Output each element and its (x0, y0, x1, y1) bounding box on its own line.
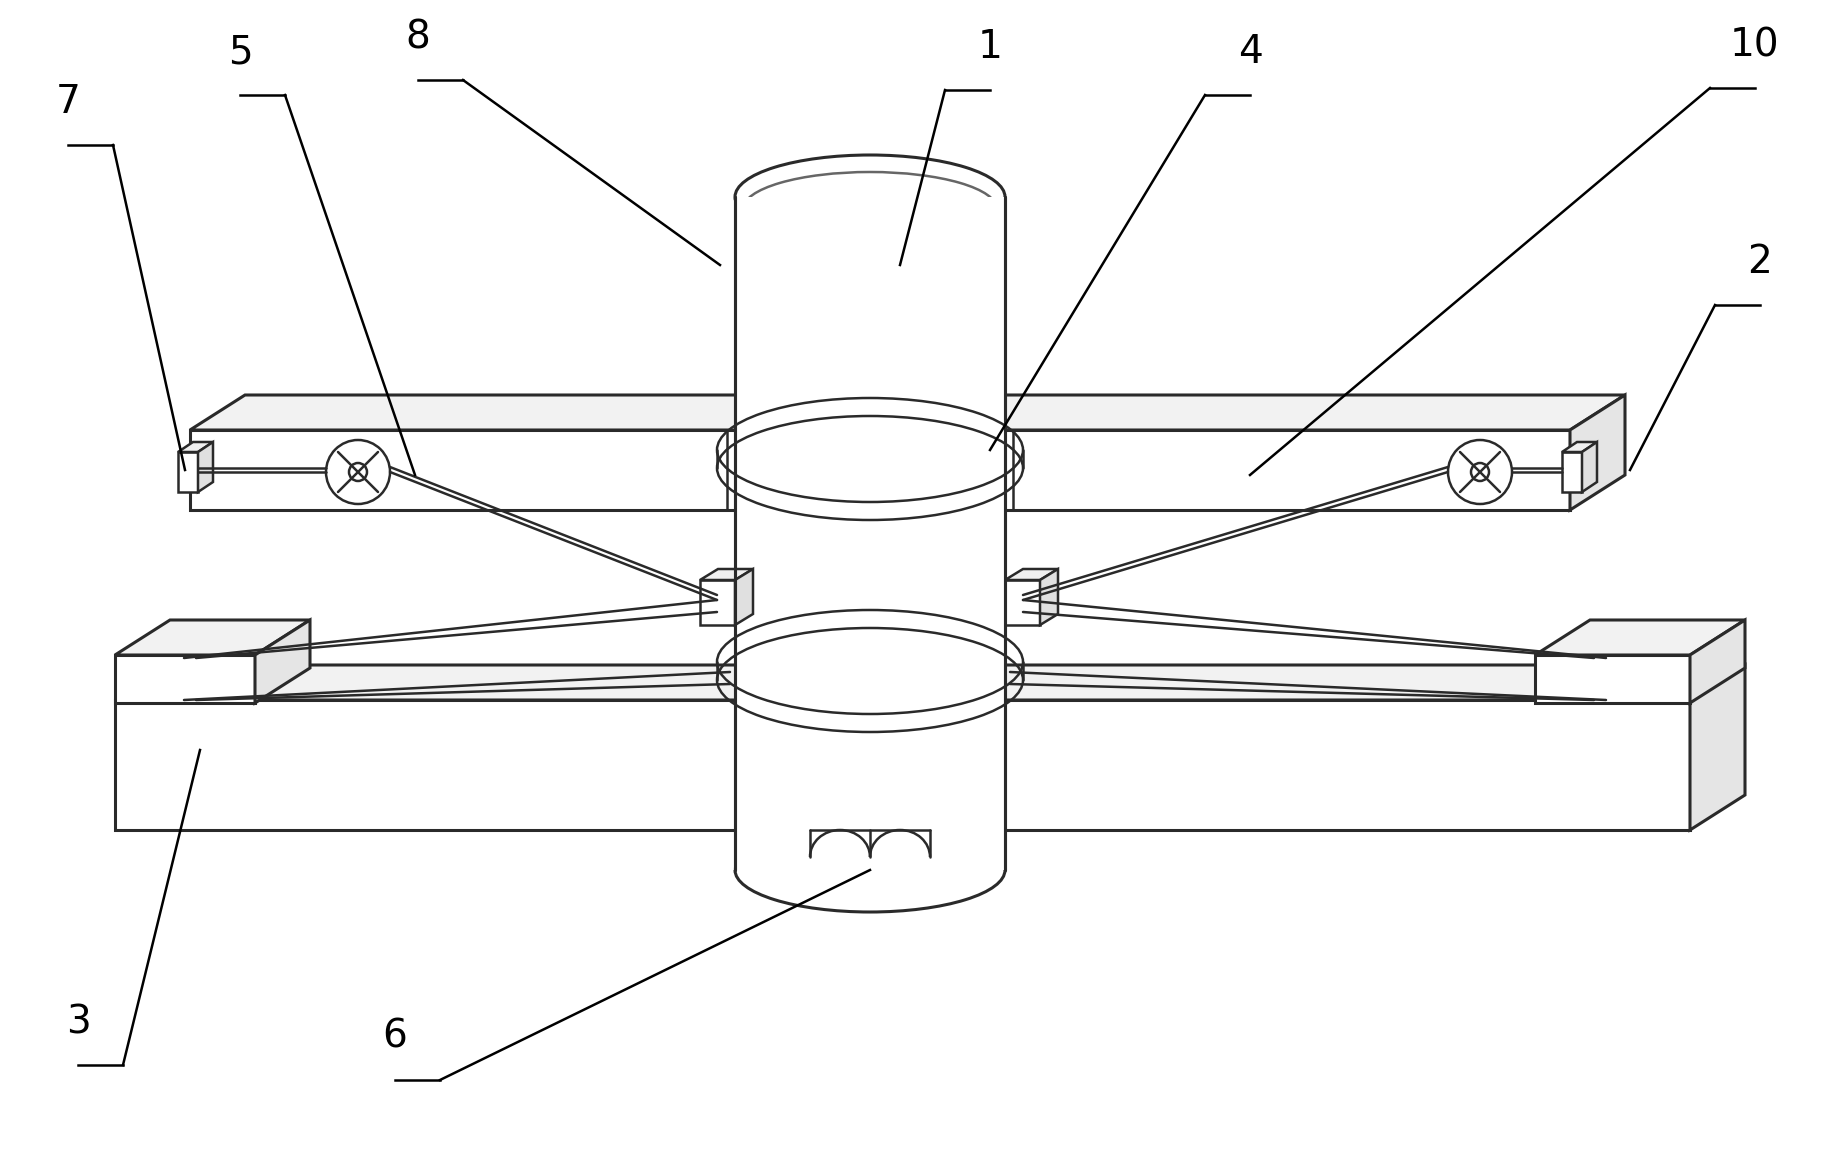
Polygon shape (1563, 442, 1598, 452)
Text: 8: 8 (406, 18, 430, 56)
Polygon shape (734, 197, 1006, 871)
Polygon shape (1690, 620, 1745, 703)
Polygon shape (1535, 655, 1690, 703)
Text: 1: 1 (978, 28, 1002, 67)
Text: 3: 3 (66, 1002, 90, 1041)
Polygon shape (197, 442, 212, 492)
Polygon shape (734, 569, 753, 626)
Text: 6: 6 (382, 1018, 408, 1056)
Polygon shape (1563, 452, 1581, 492)
Polygon shape (699, 569, 753, 580)
Polygon shape (1041, 569, 1057, 626)
Polygon shape (177, 452, 197, 492)
Text: 7: 7 (55, 83, 81, 121)
Text: 2: 2 (1747, 243, 1773, 281)
Polygon shape (190, 429, 1570, 510)
Polygon shape (1690, 665, 1745, 830)
Polygon shape (1006, 580, 1041, 626)
Polygon shape (114, 655, 255, 703)
Polygon shape (1535, 620, 1745, 655)
Polygon shape (699, 580, 734, 626)
Polygon shape (177, 442, 212, 452)
Polygon shape (114, 620, 310, 655)
Polygon shape (114, 665, 1745, 700)
Polygon shape (1581, 442, 1598, 492)
Text: 10: 10 (1731, 26, 1780, 64)
Polygon shape (190, 394, 1625, 429)
Polygon shape (1570, 394, 1625, 510)
Ellipse shape (734, 155, 1006, 239)
Polygon shape (255, 620, 310, 703)
Polygon shape (114, 700, 1690, 830)
Polygon shape (1006, 569, 1057, 580)
Text: 4: 4 (1238, 33, 1262, 71)
Text: 5: 5 (227, 33, 253, 71)
